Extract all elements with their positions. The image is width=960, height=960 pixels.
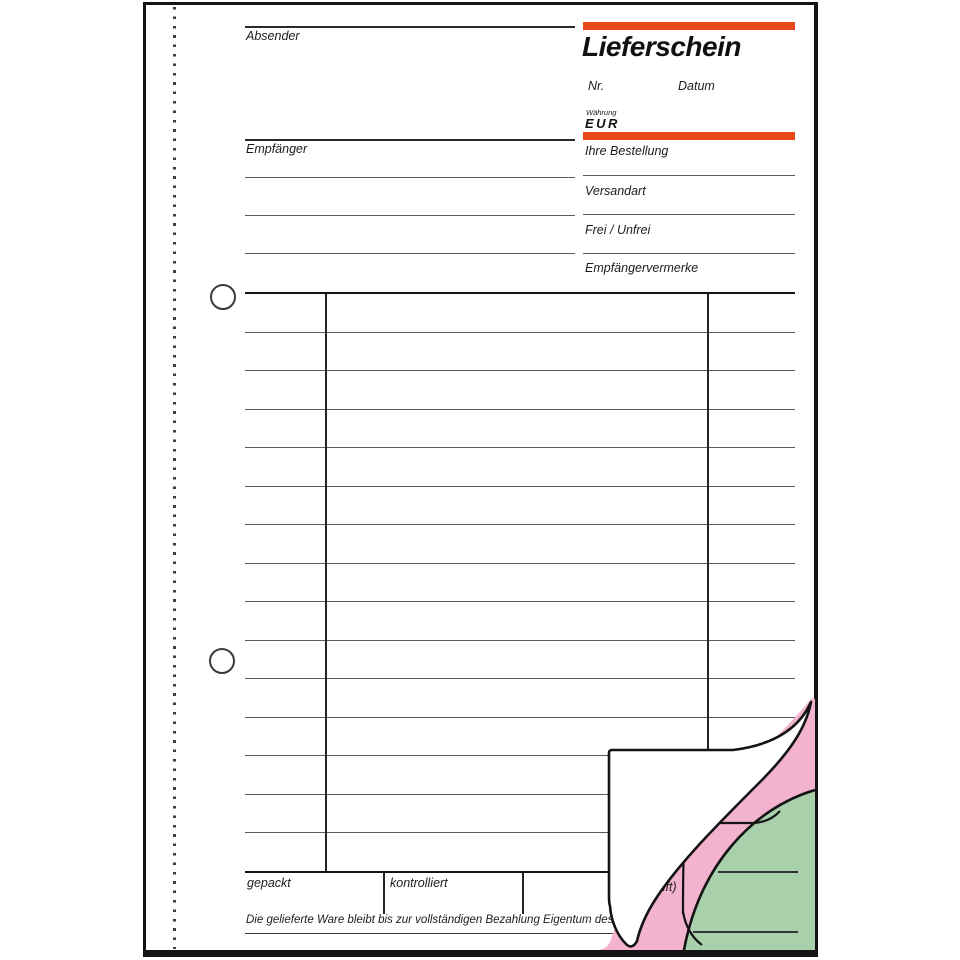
form-title: Lieferschein (582, 31, 741, 62)
field-label-carriage: Frei / Unfrei (585, 223, 651, 237)
recipient-label: Empfänger (246, 142, 308, 156)
field-label-shipping: Versandart (585, 184, 646, 198)
recipient-write-line (245, 215, 575, 217)
table-row (245, 448, 795, 487)
number-label: Nr. (588, 79, 605, 93)
table-row (245, 333, 795, 372)
checked-label: kontrolliert (390, 876, 448, 890)
green-sheet-edge (682, 788, 815, 950)
punch-hole-top (210, 284, 236, 310)
punch-hole-bottom (209, 648, 235, 674)
table-row (245, 410, 795, 449)
field-line (583, 175, 795, 177)
table-column-divider (707, 294, 709, 871)
table-column-divider (325, 294, 327, 871)
white-sheet-flap (607, 700, 813, 948)
packed-label: gepackt (247, 876, 291, 890)
table-row (245, 795, 795, 834)
currency-value: EUR (585, 116, 620, 131)
date-label: Datum (678, 79, 715, 93)
recipient-write-line (245, 253, 575, 255)
accent-bar-bottom (583, 132, 795, 140)
table-row (245, 602, 795, 641)
field-line (583, 214, 795, 216)
items-table (245, 292, 795, 873)
table-row (245, 525, 795, 564)
table-row (245, 294, 795, 333)
table-row (245, 487, 795, 526)
table-row (245, 718, 795, 757)
page-curl-copy-sheets: rschrift) (597, 698, 815, 950)
form-sheet: Absender Empfänger Lieferschein Nr. Datu… (143, 2, 818, 957)
table-row (245, 641, 795, 680)
footer-divider (522, 873, 524, 914)
table-row (245, 679, 795, 718)
footer-divider (383, 873, 385, 914)
field-label-recipient-notes: Empfängervermerke (585, 261, 699, 275)
pink-fold-curl (681, 911, 703, 946)
sender-label: Absender (246, 29, 300, 43)
table-row (245, 371, 795, 410)
table-row (245, 756, 795, 795)
currency-label: Währung (586, 108, 617, 117)
recipient-write-line (245, 177, 575, 179)
field-line (583, 253, 795, 255)
ownership-notice: Die gelieferte Ware bleibt bis zur volls… (246, 914, 678, 926)
sender-line (245, 26, 575, 28)
notice-underline (245, 933, 617, 935)
accent-bar-top (583, 22, 795, 30)
perforation-dotted-line (173, 7, 176, 949)
recipient-line (245, 139, 575, 141)
green-sheet-printed-line (693, 871, 798, 933)
green-copy-sheet (684, 790, 815, 950)
field-label-order: Ihre Bestellung (585, 144, 669, 158)
table-row (245, 564, 795, 603)
